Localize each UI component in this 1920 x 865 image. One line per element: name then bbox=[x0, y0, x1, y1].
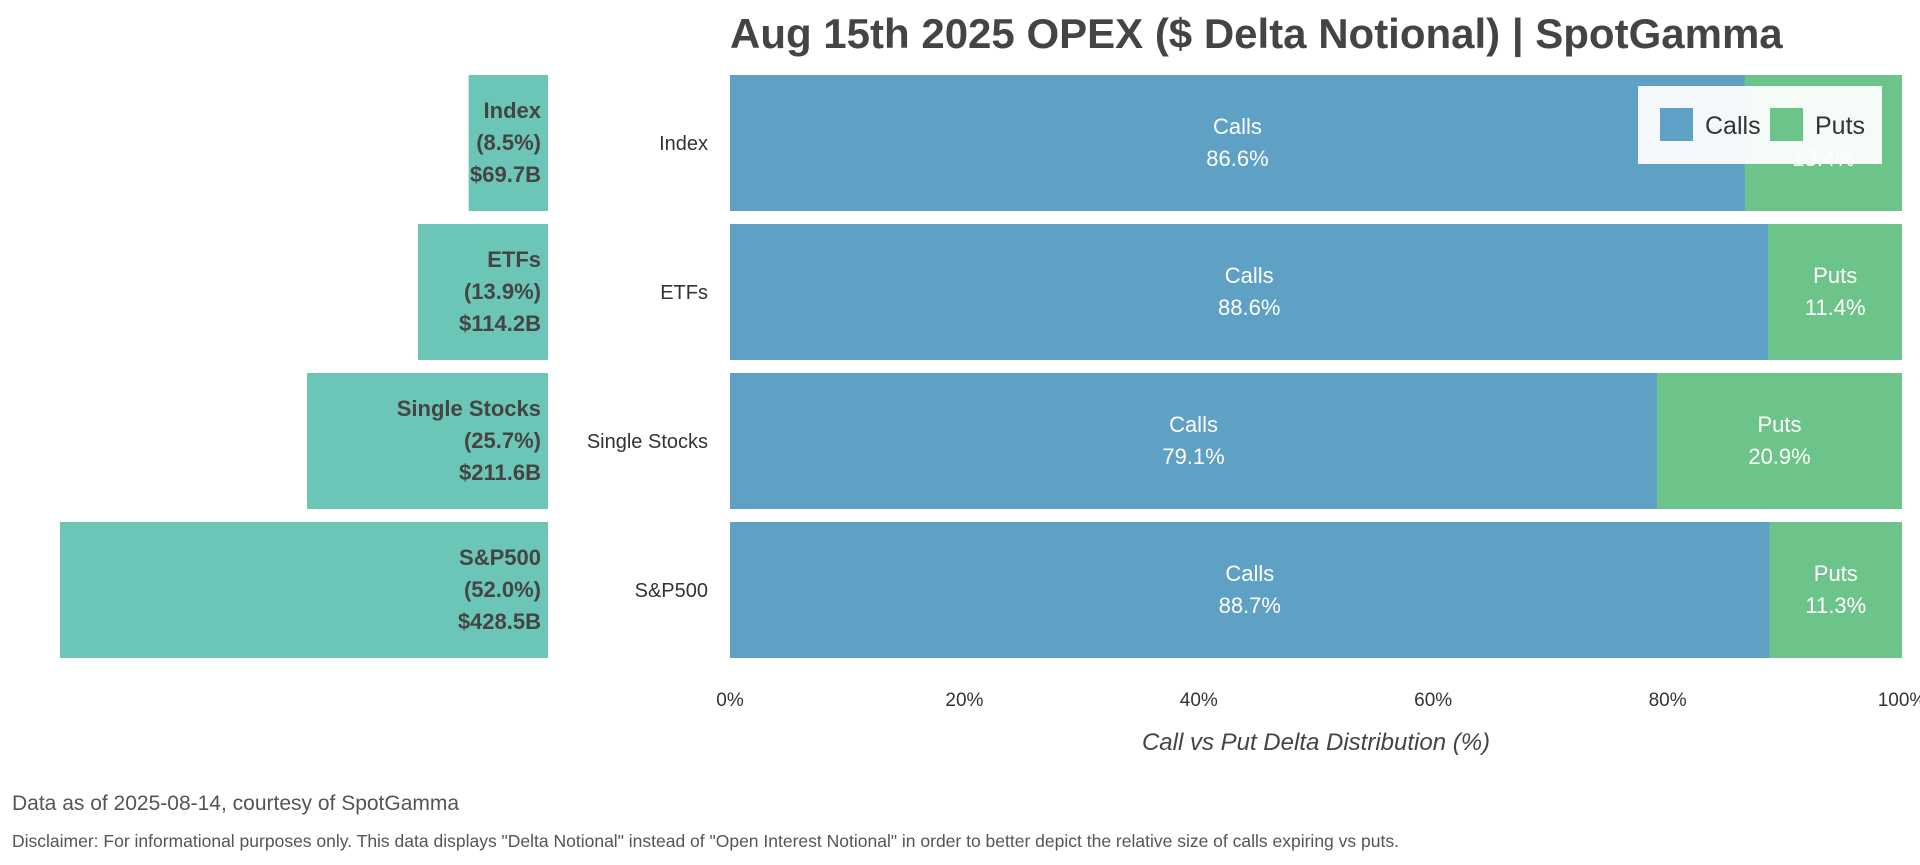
x-tick-label-0: 0% bbox=[716, 690, 744, 711]
calls-percent-2: 79.1% bbox=[1162, 444, 1224, 469]
category-label-2: Single Stocks bbox=[587, 431, 708, 453]
puts-label-1: Puts bbox=[1813, 263, 1857, 288]
notional-bar-2 bbox=[307, 373, 548, 509]
x-tick-label-4: 80% bbox=[1649, 690, 1687, 711]
notional-label-3-1: (52.0%) bbox=[464, 577, 541, 602]
notional-label-1-1: (13.9%) bbox=[464, 279, 541, 304]
data-source-note: Data as of 2025-08-14, courtesy of SpotG… bbox=[12, 792, 460, 815]
notional-label-3-2: $428.5B bbox=[458, 609, 541, 634]
disclaimer-text: Disclaimer: For informational purposes o… bbox=[12, 831, 1399, 851]
x-tick-label-2: 40% bbox=[1180, 690, 1218, 711]
notional-label-2-1: (25.7%) bbox=[464, 428, 541, 453]
puts-bar-3 bbox=[1769, 522, 1902, 658]
notional-label-0-1: (8.5%) bbox=[476, 130, 541, 155]
legend-swatch-calls bbox=[1660, 108, 1693, 141]
notional-label-0-0: Index bbox=[484, 98, 542, 123]
category-labels: Index ETFs Single Stocks S&P500 bbox=[587, 133, 708, 602]
x-axis-title: Call vs Put Delta Distribution (%) bbox=[1142, 729, 1490, 756]
category-label-3: S&P500 bbox=[635, 580, 708, 602]
category-label-1: ETFs bbox=[660, 282, 708, 304]
calls-percent-3: 88.7% bbox=[1219, 593, 1281, 618]
notional-label-1-2: $114.2B bbox=[459, 311, 541, 336]
x-tick-label-1: 20% bbox=[945, 690, 983, 711]
calls-bar-3 bbox=[730, 522, 1770, 658]
legend-label-puts: Puts bbox=[1815, 112, 1865, 140]
category-label-0: Index bbox=[659, 133, 708, 155]
puts-label-2: Puts bbox=[1758, 412, 1802, 437]
calls-label-0: Calls bbox=[1213, 114, 1262, 139]
calls-bar-2 bbox=[730, 373, 1658, 509]
legend-swatch-puts bbox=[1770, 108, 1803, 141]
notional-bar-3 bbox=[60, 522, 548, 658]
calls-label-2: Calls bbox=[1169, 412, 1218, 437]
x-tick-label-5: 100% bbox=[1878, 690, 1920, 711]
notional-bar-0 bbox=[468, 75, 548, 211]
legend-label-calls: Calls bbox=[1705, 112, 1761, 140]
calls-label-1: Calls bbox=[1225, 263, 1274, 288]
notional-label-2-0: Single Stocks bbox=[397, 396, 541, 421]
chart-title: Aug 15th 2025 OPEX ($ Delta Notional) | … bbox=[730, 10, 1783, 58]
calls-bar-1 bbox=[730, 224, 1769, 360]
puts-bar-2 bbox=[1657, 373, 1902, 509]
x-axis-ticks: 0% 20% 40% 60% 80% 100% bbox=[716, 690, 1920, 711]
puts-percent-2: 20.9% bbox=[1748, 444, 1810, 469]
puts-percent-3: 11.3% bbox=[1805, 593, 1866, 618]
notional-label-2-2: $211.6B bbox=[459, 460, 541, 485]
puts-percent-1: 11.4% bbox=[1805, 295, 1866, 320]
puts-label-3: Puts bbox=[1814, 561, 1858, 586]
call-put-stacked-bars: Calls86.6%13.4%Calls88.6%Puts11.4%Calls7… bbox=[730, 75, 1902, 658]
notional-bar-1 bbox=[417, 224, 548, 360]
calls-percent-1: 88.6% bbox=[1218, 295, 1280, 320]
puts-bar-1 bbox=[1768, 224, 1902, 360]
notional-label-0-2: $69.7B bbox=[470, 162, 541, 187]
notional-label-3-0: S&P500 bbox=[459, 545, 541, 570]
x-tick-label-3: 60% bbox=[1414, 690, 1452, 711]
legend: Calls Puts bbox=[1638, 86, 1882, 164]
notional-label-1-0: ETFs bbox=[487, 247, 541, 272]
calls-percent-0: 86.6% bbox=[1206, 146, 1268, 171]
calls-bar-0 bbox=[730, 75, 1745, 211]
calls-label-3: Calls bbox=[1225, 561, 1274, 586]
notional-size-bars: Index (8.5%) $69.7B ETFs (13.9%) $114.2B Singl… bbox=[60, 75, 548, 658]
